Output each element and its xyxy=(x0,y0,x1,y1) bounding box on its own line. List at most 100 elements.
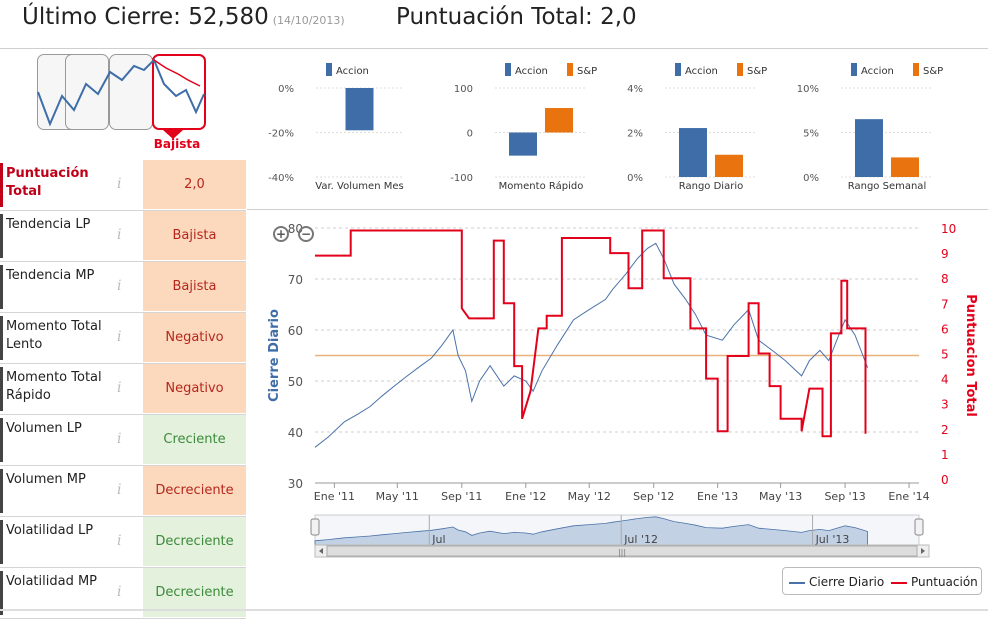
mini-ytick-label: 100 xyxy=(454,84,473,95)
y2-tick-label: 3 xyxy=(941,398,949,412)
x-tick-label: Ene '14 xyxy=(888,490,929,503)
x-tick-label: May '13 xyxy=(759,490,802,503)
info-icon[interactable]: i xyxy=(117,380,122,396)
scroll-left-icon[interactable] xyxy=(319,548,323,554)
x-tick-label: Sep '11 xyxy=(441,490,482,503)
indicator-value: Negativo xyxy=(143,313,246,362)
y-tick-label: 60 xyxy=(288,324,303,338)
mini-ytick-label: -100 xyxy=(450,173,473,184)
mini-legend-swatch xyxy=(505,63,511,76)
indicator-value: Creciente xyxy=(143,415,246,464)
row-marker xyxy=(0,316,3,360)
series-puntuacion xyxy=(315,229,867,438)
y2-tick-label: 6 xyxy=(941,322,949,336)
y2-tick-label: 0 xyxy=(941,473,949,487)
mini-bar xyxy=(509,132,537,156)
mini-legend-label: S&P 500 xyxy=(577,66,597,77)
legend-puntuacion-label: Puntuación xyxy=(911,575,978,589)
mini-bar xyxy=(679,128,707,177)
mini-legend-label: S&P 500 xyxy=(923,66,943,77)
y2-tick-label: 8 xyxy=(941,272,949,286)
x-tick-label: Sep '12 xyxy=(633,490,674,503)
trend-caption: Bajista xyxy=(153,137,201,151)
info-icon[interactable]: i xyxy=(117,431,122,447)
indicator-row: Volatilidad LP i Decreciente xyxy=(0,517,246,568)
info-icon[interactable]: i xyxy=(117,227,122,243)
row-marker xyxy=(0,163,3,207)
indicator-row: Volumen MP i Decreciente xyxy=(0,466,246,517)
indicator-name: Volatilidad LP xyxy=(6,523,94,538)
chart-momento-rapido: Accion S&P 500 100 0 -100 Momento Rápido xyxy=(450,63,597,192)
y-tick-label: 50 xyxy=(288,375,303,389)
info-icon[interactable]: i xyxy=(117,329,122,345)
mini-legend-label: Accion xyxy=(515,66,548,77)
navigator-handle[interactable] xyxy=(310,518,320,536)
info-icon[interactable]: i xyxy=(117,533,122,549)
mini-ytick-label: 0% xyxy=(278,84,294,95)
mini-bar xyxy=(545,108,573,133)
zoom-in-icon[interactable]: + xyxy=(273,226,289,242)
scrollbar-grip-icon[interactable]: ||| xyxy=(618,548,626,557)
mini-legend-swatch xyxy=(737,63,743,76)
y-tick-label: 30 xyxy=(288,477,303,491)
mini-legend-swatch xyxy=(913,63,919,76)
indicator-row: Tendencia LP i Bajista xyxy=(0,211,246,262)
indicator-value: Bajista xyxy=(143,262,246,311)
row-marker xyxy=(0,520,3,564)
mini-ytick-label: -20% xyxy=(268,129,294,140)
last-close-label: Último Cierre: xyxy=(22,4,181,30)
mini-category-label: Rango Semanal xyxy=(848,181,926,192)
indicator-name: Momento Total Lento xyxy=(6,319,102,352)
last-close-value: 52,580 xyxy=(188,4,269,30)
y2-tick-label: 7 xyxy=(941,297,949,311)
y2-tick-label: 2 xyxy=(941,423,949,437)
row-marker xyxy=(0,265,3,309)
indicator-value: Bajista xyxy=(143,211,246,260)
trend-box-2 xyxy=(65,54,109,130)
mini-legend-label: S&P 500 xyxy=(747,66,767,77)
mini-ytick-label: 0 xyxy=(467,129,473,140)
mini-ytick-label: 10% xyxy=(797,84,819,95)
indicator-name: Volumen MP xyxy=(6,472,86,487)
row-marker xyxy=(0,418,3,462)
trend-sparkline-icon xyxy=(37,58,205,127)
last-close: Último Cierre: 52,580 (14/10/2013) xyxy=(22,4,345,30)
x-tick-label: May '12 xyxy=(568,490,611,503)
mini-bar xyxy=(891,157,919,177)
trend-box-bajista[interactable] xyxy=(152,54,206,130)
header: Último Cierre: 52,580 (14/10/2013) Puntua… xyxy=(0,0,988,49)
info-icon[interactable]: i xyxy=(117,278,122,294)
row-marker xyxy=(0,214,3,258)
row-marker xyxy=(0,571,3,615)
mini-legend-label: Accion xyxy=(685,66,718,77)
row-marker xyxy=(0,469,3,513)
indicator-table: Puntuación Total i 2,0 Tendencia LP i Bajista… xyxy=(0,160,246,619)
mini-ytick-label: -40% xyxy=(268,173,294,184)
mini-legend-label: Accion xyxy=(336,66,369,77)
indicator-row: Tendencia MP i Bajista xyxy=(0,262,246,313)
indicator-name: Tendencia MP xyxy=(6,268,95,283)
navigator-handle[interactable] xyxy=(914,518,924,536)
indicator-row: Momento Total Lento i Negativo xyxy=(0,313,246,364)
indicator-name: Volatilidad MP xyxy=(6,574,98,589)
y2-tick-label: 10 xyxy=(941,222,956,236)
mini-category-label: Momento Rápido xyxy=(499,180,584,192)
mini-bar xyxy=(855,119,883,177)
info-icon[interactable]: i xyxy=(117,482,122,498)
info-icon[interactable]: i xyxy=(117,176,122,192)
legend-item-cierre[interactable]: Cierre Diario xyxy=(789,575,884,589)
trend-box-3 xyxy=(109,54,153,130)
scroll-right-icon[interactable] xyxy=(921,548,925,554)
y2-tick-label: 1 xyxy=(941,448,949,462)
indicator-value: Decreciente xyxy=(143,517,246,566)
indicator-name: Momento Total Rápido xyxy=(6,370,102,403)
info-icon[interactable]: i xyxy=(117,584,122,600)
last-close-date: (14/10/2013) xyxy=(272,14,345,27)
total-score: Puntuación Total: 2,0 xyxy=(396,4,637,30)
navigator-label: Jul '12 xyxy=(623,533,658,546)
zoom-out-icon[interactable]: − xyxy=(298,226,314,242)
scrollbar-thumb[interactable] xyxy=(326,545,918,557)
indicator-value: Decreciente xyxy=(143,568,246,617)
legend-item-puntuacion[interactable]: Puntuación xyxy=(891,575,978,589)
indicator-name: Volumen LP xyxy=(6,421,82,436)
